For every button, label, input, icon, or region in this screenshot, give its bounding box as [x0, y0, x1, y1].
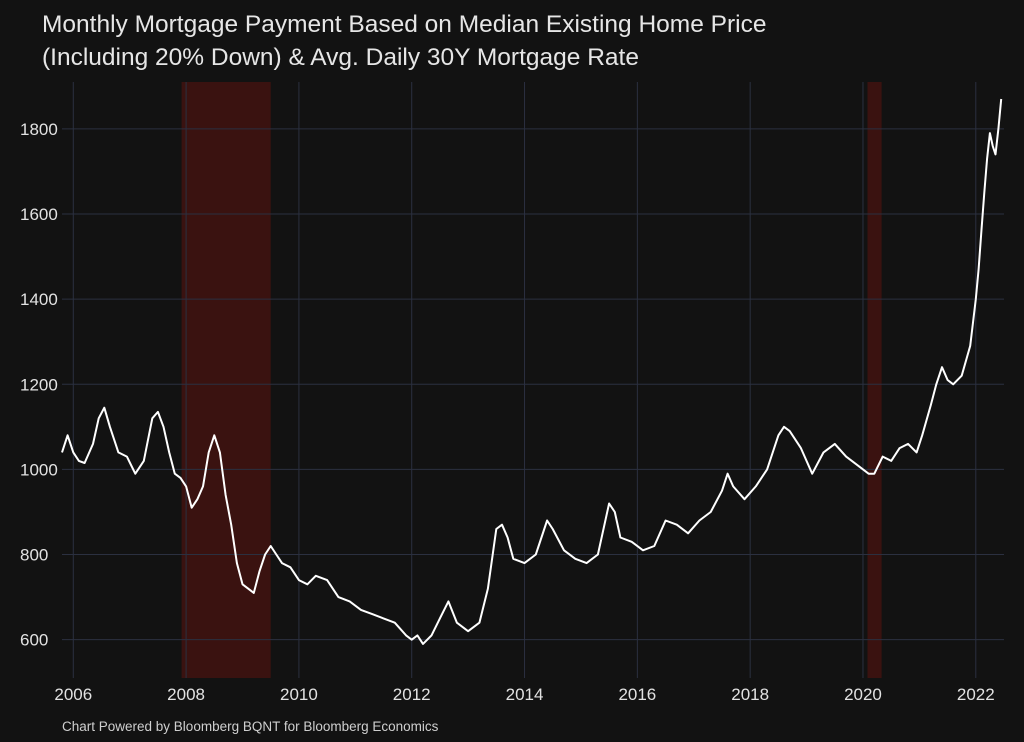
y-tick-label-5: 1600 — [20, 205, 58, 224]
x-tick-label-0: 2006 — [54, 685, 92, 704]
x-tick-label-2: 2010 — [280, 685, 318, 704]
x-tick-label-4: 2014 — [506, 685, 544, 704]
y-tick-label-3: 1200 — [20, 375, 58, 394]
x-axis-ticks: 2006 2008 2010 2012 2014 2016 2018 2020 2022 — [54, 685, 994, 704]
y-tick-label-4: 1400 — [20, 290, 58, 309]
x-tick-label-3: 2012 — [393, 685, 431, 704]
x-tick-label-5: 2016 — [618, 685, 656, 704]
chart-title-line-1: Monthly Mortgage Payment Based on Median… — [42, 11, 767, 38]
series-line-0 — [61, 98, 1003, 645]
x-tick-label-8: 2022 — [957, 685, 995, 704]
y-tick-label-2: 1000 — [20, 460, 58, 479]
chart-source-footer: Chart Powered by Bloomberg BQNT for Bloo… — [62, 719, 439, 734]
y-tick-label-1: 800 — [20, 546, 48, 565]
recession-band-1 — [867, 82, 882, 678]
x-tick-label-7: 2020 — [844, 685, 882, 704]
series-lines — [61, 98, 1003, 645]
chart-title: Monthly Mortgage Payment Based on Median… — [42, 8, 1002, 74]
grid-lines — [62, 82, 1004, 678]
recession-bands — [181, 82, 882, 678]
y-tick-label-0: 600 — [20, 631, 48, 650]
recession-band-0 — [181, 82, 271, 678]
x-tick-label-6: 2018 — [731, 685, 769, 704]
x-tick-label-1: 2008 — [167, 685, 205, 704]
y-tick-label-6: 1800 — [20, 120, 58, 139]
y-axis-ticks: 600 800 1000 1200 1400 1600 1800 — [20, 120, 58, 650]
chart-title-line-2: (Including 20% Down) & Avg. Daily 30Y Mo… — [42, 44, 639, 71]
